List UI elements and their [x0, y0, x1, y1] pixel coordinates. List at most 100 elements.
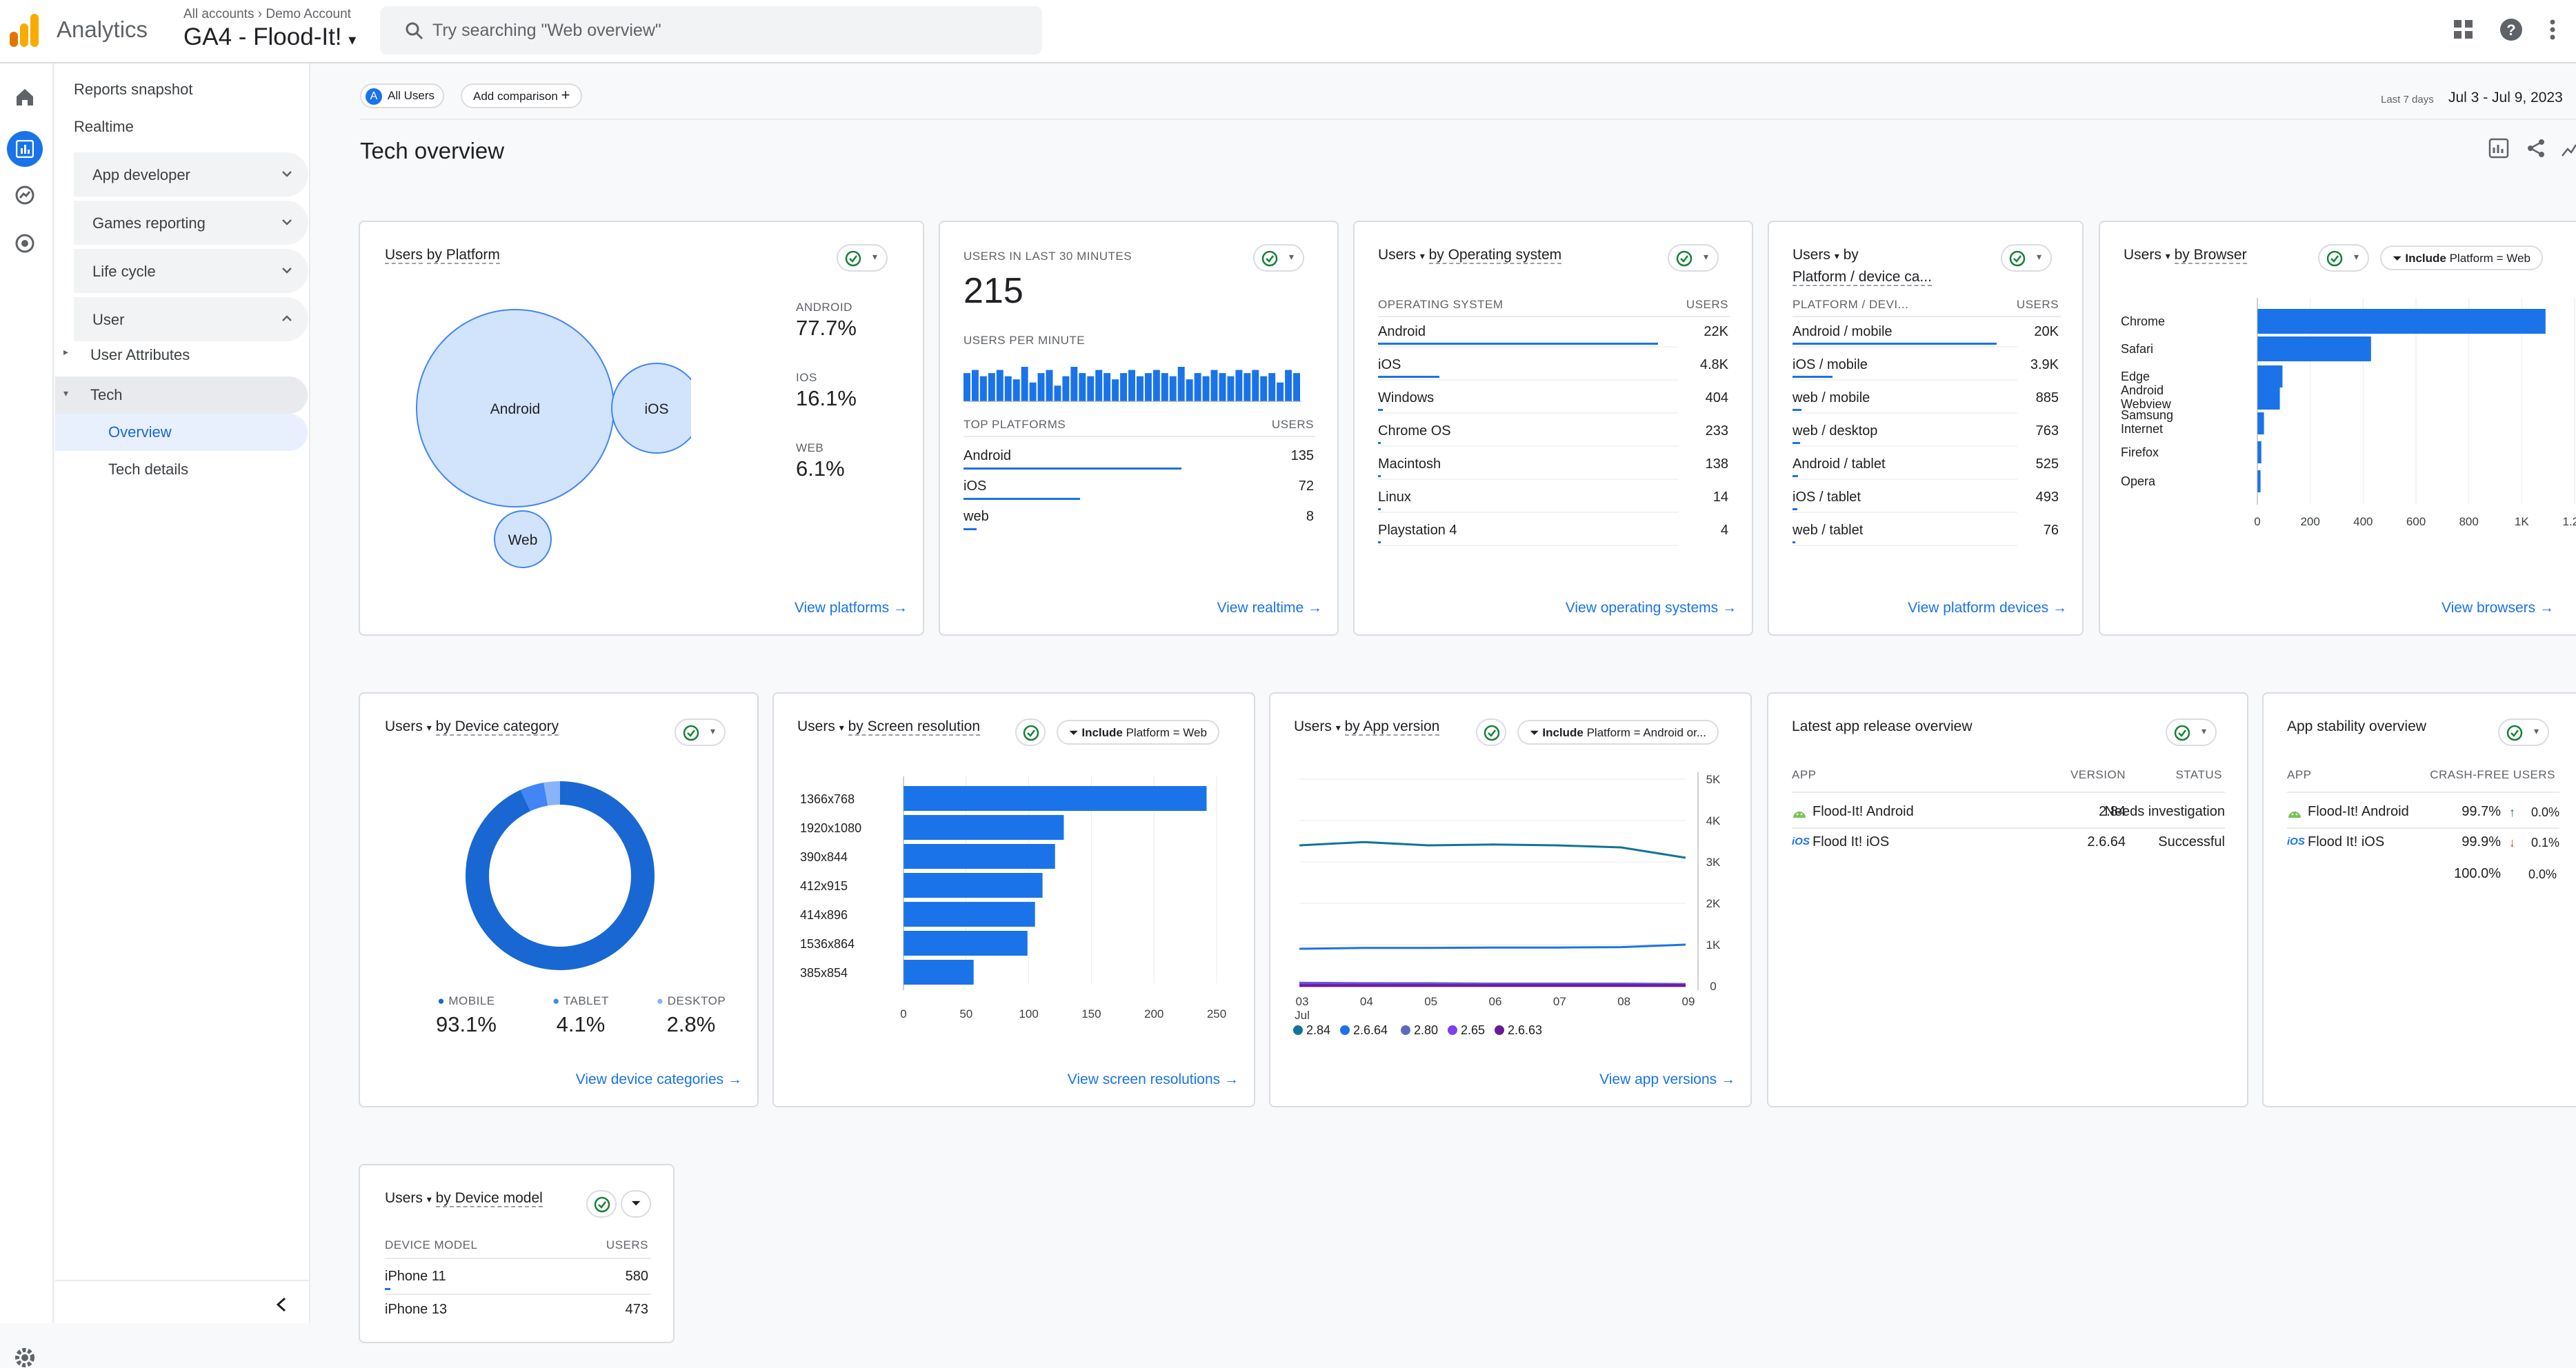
legend-dot: ●	[437, 994, 446, 1007]
nav-realtime[interactable]: Realtime	[74, 118, 134, 135]
compare-toggle[interactable]: ▾	[675, 718, 726, 746]
date-range-picker[interactable]: Jul 3 - Jul 9, 2023	[2448, 90, 2563, 105]
segment-chip-all-users[interactable]: A All Users	[360, 83, 445, 108]
platform-bubble-chart: Android iOS Web	[416, 309, 691, 568]
view-operating-systems-link[interactable]: View operating systems →	[1566, 600, 1737, 616]
help-icon[interactable]: ?	[2499, 18, 2523, 41]
filter-chip[interactable]: ⏷ Include Platform = Web	[1057, 720, 1219, 745]
table-row-name[interactable]: Android / tablet	[1793, 456, 1886, 472]
bubble-label-android: Android	[490, 401, 540, 417]
insights-icon[interactable]	[2562, 139, 2576, 157]
table-row-name[interactable]: Android / mobile	[1793, 324, 1893, 339]
card-title[interactable]: Users ▾ by Device model	[385, 1190, 543, 1207]
nav-group-games-reporting[interactable]: Games reporting	[74, 201, 308, 245]
nav-reports-snapshot[interactable]: Reports snapshot	[74, 81, 193, 98]
link-label: View platforms	[794, 600, 890, 616]
view-platforms-link[interactable]: View platforms →	[795, 600, 908, 616]
nav-group-user[interactable]: User	[74, 297, 308, 341]
compare-toggle[interactable]: ▾	[1668, 244, 1719, 272]
share-icon[interactable]	[2526, 138, 2546, 159]
view-browsers-link[interactable]: View browsers →	[2442, 600, 2554, 616]
nav-tech[interactable]	[55, 376, 308, 414]
device-model-name[interactable]: iPhone 11	[385, 1269, 446, 1284]
arrow-right-icon: →	[1308, 600, 1322, 616]
card-title[interactable]: Users ▾ by App version	[1294, 718, 1440, 736]
table-row-name[interactable]: Linux	[1378, 490, 1411, 505]
table-row-name[interactable]: iOS / mobile	[1793, 357, 1868, 372]
table-row[interactable]: iOS Flood It! iOS 99.9% ↓ 0.1%	[2287, 829, 2559, 856]
settings-icon[interactable]	[14, 1347, 35, 1368]
compare-toggle[interactable]: ▾	[2498, 718, 2549, 746]
filter-chip[interactable]: ⏷ Include Platform = Web	[2380, 245, 2543, 270]
nav-group-app-developer[interactable]: App developer	[74, 152, 308, 197]
nav-user-attributes[interactable]: User Attributes	[90, 346, 190, 363]
compare-toggle[interactable]	[1015, 718, 1046, 746]
more-vert-icon[interactable]	[2549, 19, 2556, 40]
card-title[interactable]: Users ▾ by Browser	[2124, 247, 2247, 264]
filter-button[interactable]: ⏷	[621, 1190, 651, 1218]
check-circle-icon	[1023, 725, 1039, 741]
table-row-name[interactable]: Macintosh	[1378, 456, 1441, 472]
property-name[interactable]: GA4 - Flood-It!	[183, 23, 342, 50]
compare-toggle[interactable]: ▾	[2166, 718, 2217, 746]
table-row[interactable]: iOS Flood It! iOS 2.6.64 Successful	[1792, 829, 2225, 856]
table-row-name[interactable]: Windows	[1378, 390, 1435, 405]
category-label: Android Webview	[2121, 383, 2172, 411]
link-label: View screen resolutions	[1067, 1072, 1221, 1087]
card-title[interactable]: Users ▾ by Operating system	[1378, 247, 1562, 264]
customize-report-icon[interactable]	[2488, 138, 2509, 159]
compare-toggle[interactable]	[1476, 718, 1506, 746]
expand-arrow-icon[interactable]: ▸	[63, 346, 69, 357]
view-platform-devices-link[interactable]: View platform devices →	[1908, 600, 2067, 616]
table-row-name[interactable]: Playstation 4	[1378, 523, 1457, 538]
table-row-value: 3.9K	[2030, 357, 2059, 372]
breadcrumb-root[interactable]: All accounts	[183, 7, 254, 21]
compare-toggle[interactable]	[586, 1190, 617, 1218]
home-icon[interactable]	[14, 87, 35, 108]
view-app-versions-link[interactable]: View app versions →	[1599, 1072, 1735, 1088]
divider	[1378, 316, 1730, 317]
add-comparison-button[interactable]: Add comparison +	[461, 83, 583, 108]
breadcrumb-account[interactable]: Demo Account	[266, 7, 351, 21]
table-row-bar	[1378, 409, 1384, 411]
card-title[interactable]: Users ▾ by Device category	[385, 718, 559, 736]
table-row-name[interactable]: web / mobile	[1793, 390, 1870, 405]
compare-toggle[interactable]: ▾	[2318, 244, 2369, 272]
explore-icon[interactable]	[14, 185, 35, 205]
nav-group-life-cycle[interactable]: Life cycle	[74, 249, 308, 293]
card-title[interactable]: Users ▾ by	[1793, 247, 1859, 263]
table-row-name[interactable]: Android	[1378, 324, 1426, 339]
card-title[interactable]: Users by Platform	[385, 247, 500, 264]
apps-grid-icon[interactable]	[2453, 19, 2474, 40]
advertising-icon[interactable]	[14, 233, 35, 254]
series-line	[1299, 943, 1686, 950]
view-device-categories-link[interactable]: View device categories →	[576, 1072, 742, 1088]
view-realtime-link[interactable]: View realtime →	[1217, 600, 1322, 616]
filter-chip[interactable]: ⏷ Include Platform = Android or...	[1517, 720, 1719, 745]
app-version: 2.84	[2099, 804, 2126, 819]
row-bar	[963, 528, 977, 530]
view-screen-resolutions-link[interactable]: View screen resolutions →	[1068, 1072, 1239, 1088]
table-row-name[interactable]: iOS	[1378, 357, 1401, 372]
dimension-label[interactable]: Platform / device ca...	[1793, 269, 1932, 286]
table-row-name[interactable]: Chrome OS	[1378, 423, 1451, 439]
table-row-name[interactable]: web / tablet	[1793, 523, 1864, 538]
x-tick-label: 200	[1144, 1007, 1164, 1020]
nav-overview[interactable]	[55, 414, 308, 451]
device-model-name[interactable]: iPhone 13	[385, 1302, 448, 1317]
collapse-nav-icon[interactable]	[274, 1296, 288, 1313]
reports-nav-button[interactable]	[7, 131, 43, 167]
table-row-name[interactable]: iOS / tablet	[1793, 490, 1861, 505]
card-title[interactable]: Users ▾ by Screen resolution	[797, 718, 981, 736]
nav-tech-details[interactable]: Tech details	[108, 461, 189, 478]
property-selector[interactable]: GA4 - Flood-It! ▾	[183, 23, 356, 51]
compare-toggle[interactable]: ▾	[2001, 244, 2052, 272]
compare-toggle[interactable]: ▾	[837, 244, 888, 272]
caret-down-icon: ▾	[839, 722, 844, 733]
table-row[interactable]: Flood-It! Android 2.84 Needs investigati…	[1792, 798, 2225, 826]
table-row[interactable]: Flood-It! Android 99.7% ↑ 0.0%	[2287, 798, 2559, 826]
search-input[interactable]: Try searching "Web overview"	[380, 6, 1042, 54]
compare-toggle[interactable]: ▾	[1253, 244, 1304, 272]
breadcrumb[interactable]: All accounts › Demo Account	[183, 7, 351, 22]
table-row-name[interactable]: web / desktop	[1793, 423, 1878, 439]
